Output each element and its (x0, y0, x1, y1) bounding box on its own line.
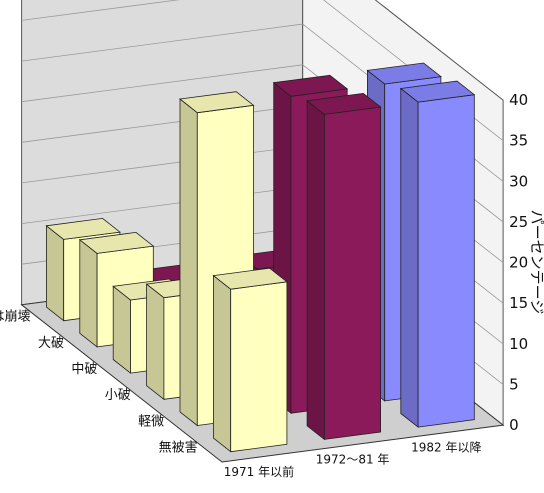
y-tick-labels: 0 5 10 15 20 25 30 35 40 (509, 91, 528, 434)
y-tick-label: 40 (509, 91, 528, 109)
bar-top-face (366, 62, 442, 85)
bar-side-face (400, 87, 419, 428)
bar (179, 91, 255, 427)
bar-front-face (417, 94, 475, 428)
y-tick-label: 35 (509, 132, 528, 150)
y-tick-label: 0 (509, 416, 519, 434)
bar-front-face (323, 106, 382, 440)
bar-side-face (212, 274, 232, 453)
bar-top-face (399, 80, 476, 103)
bar-side-face (146, 283, 165, 401)
bar-top-face (212, 267, 288, 290)
bar-front-face (230, 281, 288, 453)
bar (306, 92, 382, 441)
category-label: 小破 (105, 388, 131, 403)
bar-top-face (272, 74, 349, 97)
bar (399, 80, 476, 428)
category-label: 軽微 (138, 414, 164, 429)
bar-side-face (46, 224, 65, 322)
series-label: 1982 年以降 (411, 440, 481, 454)
y-tick-label: 5 (509, 376, 519, 394)
y-tick-label: 30 (509, 172, 528, 190)
series-label: 1972～81 年 (316, 453, 390, 467)
category-label: 中破 (71, 362, 97, 377)
series-label: 1971 年以前 (224, 464, 294, 479)
category-label: 無被害 (159, 440, 198, 456)
bar-side-face (112, 285, 131, 374)
bar-top-face (78, 231, 155, 254)
y-tick-label: 25 (509, 213, 528, 231)
bar-top-face (306, 92, 382, 115)
bar-side-face (79, 238, 98, 348)
bar-top-face (45, 217, 121, 240)
category-label: 大破 (38, 336, 64, 351)
bars (45, 62, 476, 453)
category-labels: 無被害 軽微小破中破大破倒壊又は崩壊 (0, 310, 198, 456)
bar (212, 267, 288, 453)
y-tick-label: 10 (509, 335, 528, 353)
series-labels: 1971 年以前 1972～81 年 1982 年以降 (224, 440, 482, 479)
y-tick-label: 20 (509, 254, 528, 272)
bar-side-face (179, 98, 198, 427)
category-label: 倒壊又は崩壊 (0, 310, 31, 325)
y-tick-label: 15 (509, 294, 528, 312)
bar-top-face (179, 91, 255, 114)
bar-side-face (306, 99, 325, 441)
y-axis-title: パーセンテージ (528, 210, 544, 315)
